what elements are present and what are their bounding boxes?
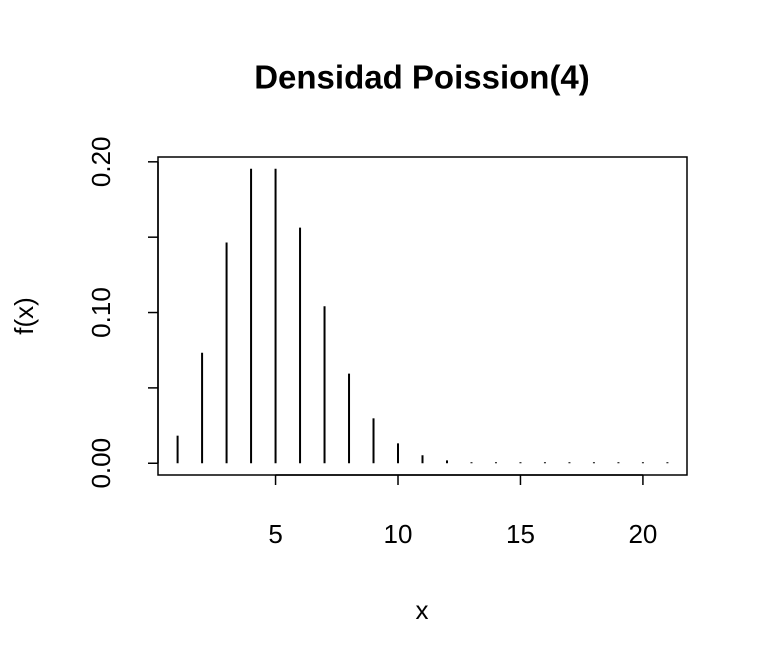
y-tick-label: 0.00 (86, 438, 116, 489)
plot-frame (157, 156, 688, 476)
x-tick-label: 10 (384, 519, 413, 549)
y-axis-label: f(x) (9, 297, 39, 335)
x-tick-label: 15 (506, 519, 535, 549)
x-axis-label: x (416, 595, 429, 625)
x-tick-label: 20 (628, 519, 657, 549)
x-tick-label: 5 (268, 519, 282, 549)
chart-title: Densidad Poission(4) (254, 59, 590, 96)
y-tick-label: 0.20 (86, 137, 116, 188)
y-tick-label: 0.10 (86, 287, 116, 338)
